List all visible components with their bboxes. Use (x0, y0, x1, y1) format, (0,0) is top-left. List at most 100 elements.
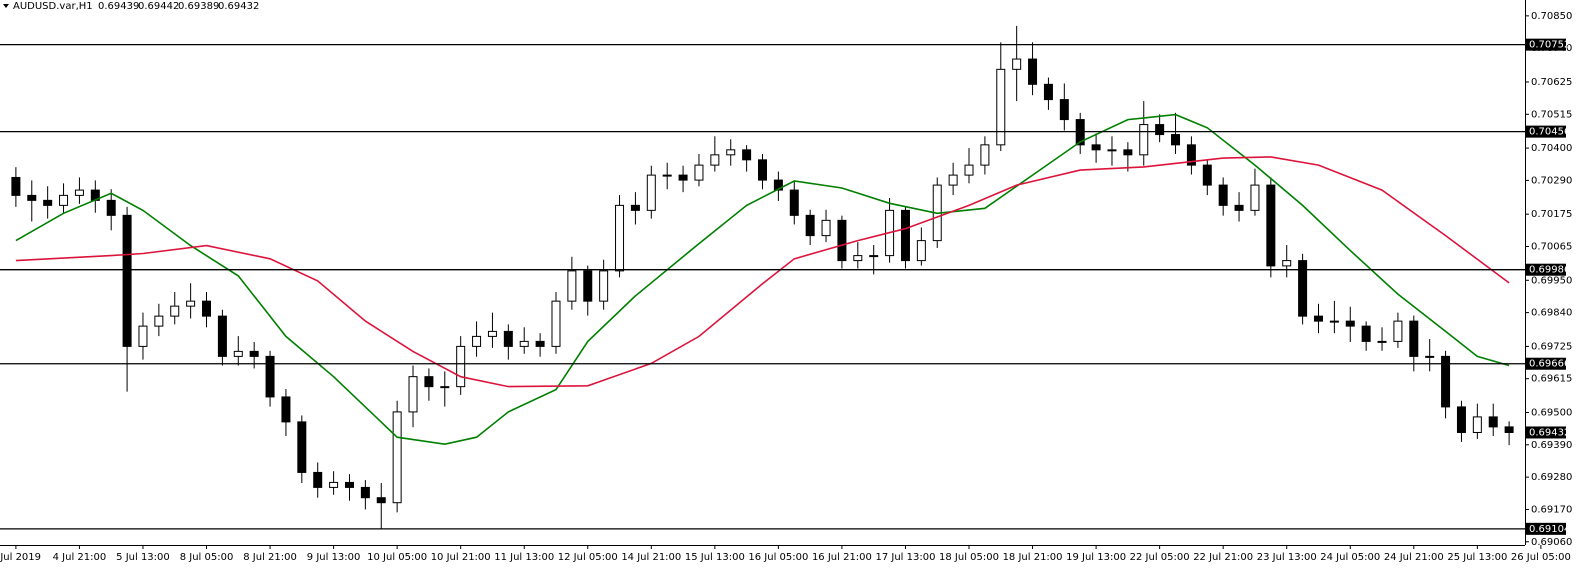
level-label: 0.70752 (1529, 40, 1570, 51)
candle-body (1472, 416, 1482, 433)
x-tick-label: 16 Jul 05:00 (748, 552, 808, 563)
candle-body (1313, 315, 1323, 322)
x-tick-label: 8 Jul 05:00 (180, 552, 234, 563)
x-tick-label: 24 Jul 05:00 (1320, 552, 1380, 563)
candle-body (74, 189, 84, 196)
candle-body (408, 376, 418, 413)
y-tick-label: 0.70850 (1531, 11, 1572, 22)
x-tick-label: 4 Jul 21:00 (53, 552, 107, 563)
candle-body (773, 179, 783, 191)
x-tick-label: 24 Jul 21:00 (1384, 552, 1444, 563)
candle-body (1202, 164, 1212, 186)
candle-body (678, 174, 688, 181)
candle-body (138, 325, 148, 347)
y-tick-label: 0.69170 (1531, 504, 1572, 515)
candle-body (630, 204, 640, 211)
candle-body (599, 270, 609, 302)
candle-body (313, 471, 323, 488)
candle-body (297, 421, 307, 473)
candle-body (1377, 340, 1387, 343)
candle-body (360, 486, 370, 499)
candle-body (154, 315, 164, 327)
candle-body (567, 270, 577, 302)
candle-body (456, 345, 466, 388)
x-tick-label: 10 Jul 21:00 (431, 552, 491, 563)
y-tick-label: 0.69950 (1531, 275, 1572, 286)
candle-body (1186, 144, 1196, 166)
x-tick-label: 25 Jul 13:00 (1447, 552, 1507, 563)
candle-body (1266, 184, 1276, 267)
candle-body (281, 396, 291, 423)
y-tick-label: 0.69060 (1531, 537, 1572, 548)
last-price-label: 0.69432 (1529, 427, 1570, 438)
candle-body (1155, 124, 1165, 136)
candle-body (392, 411, 402, 504)
menu-arrow[interactable] (3, 4, 9, 8)
x-tick-label: 10 Jul 05:00 (367, 552, 427, 563)
x-tick-label: 15 Jul 13:00 (685, 552, 745, 563)
x-tick-label: 14 Jul 21:00 (621, 552, 681, 563)
candle-body (869, 255, 879, 258)
candle-body (900, 209, 910, 262)
candle-body (1218, 184, 1228, 206)
y-tick-label: 0.70065 (1531, 241, 1572, 252)
candle-body (1234, 204, 1244, 211)
candle-body (1441, 355, 1451, 408)
last-price-box (1526, 426, 1566, 439)
x-tick-label: 23 Jul 13:00 (1257, 552, 1317, 563)
candle-body (1329, 320, 1339, 323)
candle-body (1488, 416, 1498, 428)
level-label: 0.70456 (1529, 127, 1570, 138)
candle-body (916, 240, 926, 262)
level-label-box (1526, 125, 1566, 138)
candle-body (789, 189, 799, 216)
symbol-label: AUDUSD.var,H1 (13, 1, 93, 12)
candle-body (535, 340, 545, 347)
y-tick-label: 0.69280 (1531, 472, 1572, 483)
x-tick-label: 17 Jul 13:00 (875, 552, 935, 563)
candle-body (837, 219, 847, 262)
candle-body (487, 330, 497, 337)
candle-body (1012, 58, 1022, 70)
candle-body (265, 355, 275, 398)
candle-body (170, 305, 180, 317)
candle-body (11, 176, 21, 196)
x-tick-label: 4 Jul 2019 (0, 552, 41, 563)
candle-body (662, 174, 672, 177)
ohlc-value: 0.69439 (98, 1, 139, 12)
candle-body (186, 300, 196, 307)
x-tick-label: 18 Jul 05:00 (939, 552, 999, 563)
y-tick-label: 0.70515 (1531, 109, 1572, 120)
x-tick-label: 5 Jul 13:00 (116, 552, 170, 563)
candle-body (551, 300, 561, 347)
candle-body (1298, 260, 1308, 317)
x-tick-label: 16 Jul 21:00 (812, 552, 872, 563)
candle-body (758, 159, 767, 181)
candle-body (805, 214, 815, 237)
candle-body (1059, 99, 1069, 121)
candle-body (1043, 83, 1053, 101)
candle-body (440, 386, 450, 389)
x-tick-label: 8 Jul 21:00 (243, 552, 297, 563)
moving-average (15, 156, 1510, 388)
x-tick-label: 18 Jul 21:00 (1003, 552, 1063, 563)
candle-body (122, 214, 132, 347)
candle-body (1282, 260, 1292, 267)
candle-body (615, 204, 625, 272)
candle-body (980, 144, 990, 166)
candle-body (519, 340, 529, 347)
candle-body (1139, 124, 1149, 156)
candle-body (1456, 406, 1466, 433)
candle-body (1361, 325, 1371, 342)
candle-body (249, 350, 259, 357)
level-label-box (1526, 522, 1566, 535)
y-tick-label: 0.69500 (1531, 407, 1572, 418)
candle-body (59, 194, 69, 206)
candle-body (472, 335, 482, 347)
candle-body (106, 199, 116, 216)
x-tick-label: 26 Jul 05:00 (1511, 552, 1571, 563)
candle-body (694, 164, 704, 181)
candle-body (1504, 426, 1514, 433)
y-tick-label: 0.70290 (1531, 175, 1572, 186)
